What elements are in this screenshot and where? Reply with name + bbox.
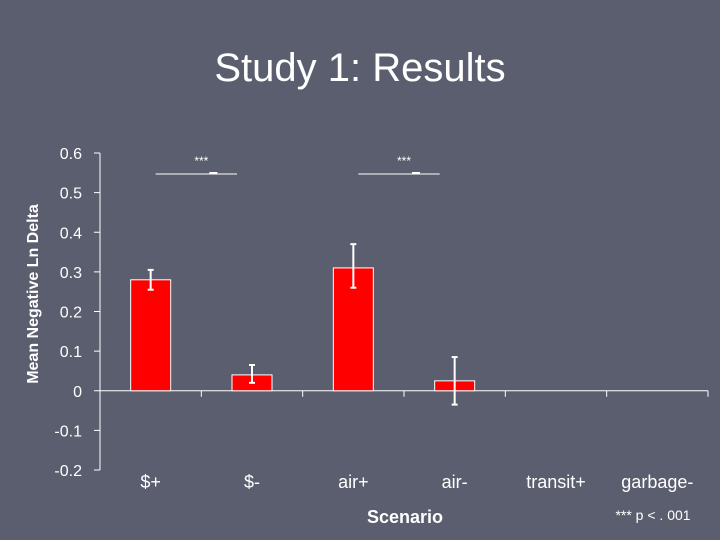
x-category-label-4: transit+ [526, 472, 586, 492]
y-tick-label: 0.6 [60, 146, 82, 163]
y-axis-title: Mean Negative Ln Delta [25, 204, 42, 384]
x-category-label-3: air- [442, 472, 468, 492]
y-tick-label: 0.3 [60, 265, 82, 282]
y-tick-label: 0.1 [60, 344, 82, 361]
footnote: *** p < . 001 [615, 507, 690, 523]
y-tick-label: 0.5 [60, 186, 82, 203]
bar-0 [130, 279, 172, 392]
x-category-label-0: $+ [140, 472, 161, 492]
y-tick-label: 0.4 [60, 225, 82, 242]
y-tick-label: 0.2 [60, 305, 82, 322]
x-category-label-1: $- [244, 472, 260, 492]
significance-label-0: *** [194, 154, 208, 168]
significance-label-1: *** [397, 154, 411, 168]
x-axis-title: Scenario [367, 507, 443, 527]
y-tick-label: -0.1 [54, 423, 82, 440]
y-tick-label: 0 [73, 384, 82, 401]
slide-title: Study 1: Results [214, 46, 505, 90]
x-category-label-5: garbage- [621, 472, 693, 492]
x-category-label-2: air+ [338, 472, 369, 492]
y-tick-label: -0.2 [54, 463, 82, 480]
